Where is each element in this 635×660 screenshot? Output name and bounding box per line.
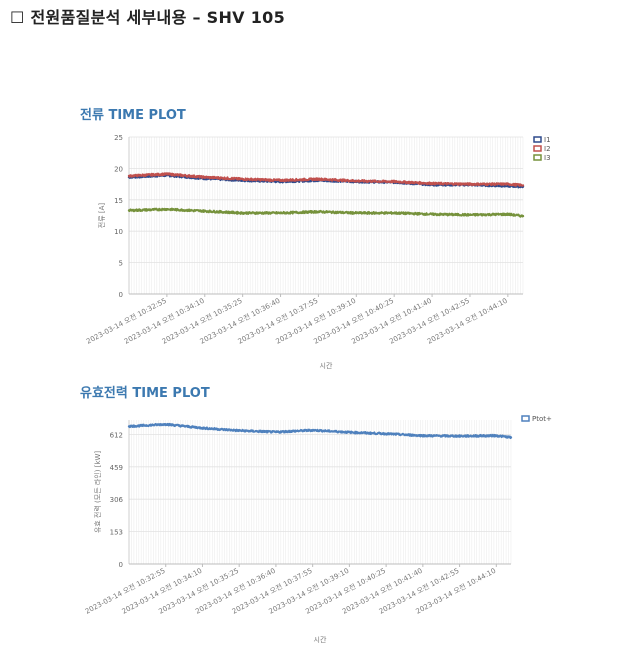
data-point-ptot [238,429,241,432]
data-point-i2 [468,182,472,186]
data-point-i2 [241,177,244,181]
y-tick-label: 459 [110,464,123,472]
y-tick-label: 0 [119,561,123,569]
y-tick-label: 25 [114,134,123,142]
data-point-i3 [468,213,472,217]
data-point-i2 [203,176,206,179]
data-point-ptot [127,425,131,428]
legend-label: Ptot+ [532,415,552,423]
y-tick-label: 612 [110,431,123,439]
data-point-ptot [384,432,388,435]
data-point-i2 [355,179,358,183]
data-point-ptot [164,423,167,426]
data-point-i3 [165,208,169,211]
legend-swatch [533,154,542,161]
legend-swatch [533,145,542,152]
x-axis-title: 시간 [320,361,333,370]
data-point-i3 [393,211,396,215]
data-point-i3 [355,211,358,215]
y-tick-label: 15 [114,197,123,205]
page-title-text: 전원품질분석 세부내용 – SHV 105 [30,8,286,27]
data-point-ptot [421,434,424,437]
data-point-i3 [203,209,206,213]
legend-label: I1 [544,136,551,144]
y-tick-label: 10 [114,228,123,236]
legend-swatch [533,136,542,143]
checkbox-square-icon: ☐ [10,8,25,27]
current-plot-title: 전류 TIME PLOT [80,108,186,123]
series-line-ptot [128,422,512,440]
data-point-i2 [521,184,525,187]
series-line-i2 [127,172,524,187]
legend-label: I2 [544,145,551,153]
data-point-i2 [317,177,320,181]
data-point-ptot [201,426,204,430]
data-point-ptot [509,436,513,439]
data-point-i2 [430,182,434,185]
page-title: ☐ 전원품질분석 세부내용 – SHV 105 [10,4,285,28]
y-tick-label: 153 [110,529,123,537]
data-point-ptot [348,431,351,434]
data-point-i2 [506,182,509,186]
data-point-i3 [317,210,320,213]
y-tick-label: 5 [119,260,123,268]
data-point-i2 [279,179,282,182]
x-axis-title: 시간 [314,635,327,644]
data-point-ptot [274,430,278,434]
data-point-i2 [127,174,131,178]
y-tick-label: 20 [114,165,123,173]
data-point-ptot [495,434,498,437]
data-point-ptot [311,429,314,432]
y-axis-title: 전류 [A] [97,203,106,229]
data-point-i3 [430,213,434,216]
data-point-i3 [127,209,131,212]
data-point-i3 [521,214,525,218]
legend-swatch [521,415,530,422]
data-point-i3 [241,211,244,215]
y-tick-label: 306 [110,496,124,504]
data-point-i2 [393,180,396,183]
y-tick-label: 0 [119,291,123,299]
y-axis-title: 유효 전력 (모든 라인) [kW] [93,451,102,534]
data-point-i2 [165,172,169,176]
data-point-ptot [458,434,461,438]
legend-label: I3 [544,154,551,162]
data-point-i3 [279,211,282,215]
data-point-i3 [506,213,509,216]
power-plot-title: 유효전력 TIME PLOT [80,386,210,401]
series-line-i3 [128,207,524,218]
